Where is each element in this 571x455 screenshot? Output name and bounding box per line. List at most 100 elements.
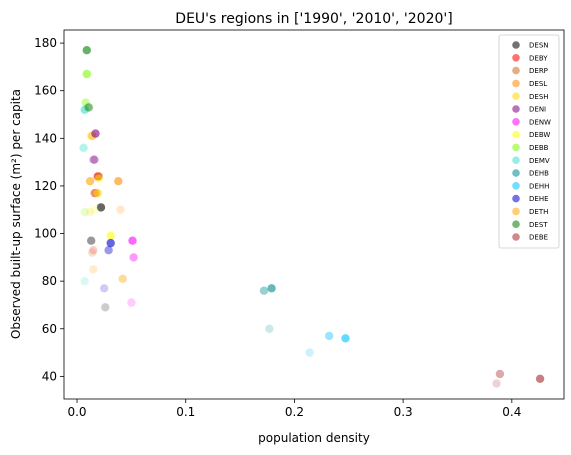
legend-label-derp: DERP bbox=[529, 67, 548, 75]
point-deni-2010 bbox=[90, 155, 99, 164]
legend-label-debb: DEBB bbox=[529, 144, 549, 152]
legend-marker-deth bbox=[512, 207, 520, 216]
point-deni-2020 bbox=[91, 129, 100, 138]
legend-marker-denw bbox=[512, 118, 520, 126]
x-axis-label: population density bbox=[258, 431, 370, 445]
legend-label-desl: DESL bbox=[529, 80, 547, 88]
point-denw-2020 bbox=[128, 236, 137, 245]
point-desn-2020 bbox=[96, 203, 106, 212]
legend-marker-deni bbox=[512, 105, 520, 113]
point-deni-1990 bbox=[89, 155, 98, 164]
point-dehb-1990 bbox=[265, 324, 274, 333]
point-desh-1990 bbox=[85, 207, 95, 217]
legend-label-deby: DEBY bbox=[529, 54, 548, 62]
x-tick-label: 0.3 bbox=[394, 405, 413, 419]
legend-label-debe: DEBE bbox=[529, 234, 548, 242]
x-tick-label: 0.0 bbox=[67, 405, 86, 419]
legend-label-dest: DEST bbox=[529, 221, 548, 229]
y-tick-label: 120 bbox=[34, 179, 57, 193]
axes-frame bbox=[63, 29, 565, 400]
legend-marker-deby bbox=[512, 54, 520, 62]
point-desl-2020 bbox=[114, 177, 123, 186]
point-dest-2020 bbox=[82, 46, 92, 55]
y-axis-label: Observed built-up surface (m²) per capit… bbox=[9, 89, 23, 339]
point-debe-2010 bbox=[495, 369, 505, 379]
legend-marker-debe bbox=[512, 233, 520, 241]
y-tick-label: 100 bbox=[34, 227, 57, 241]
legend-label-dehb: DEHB bbox=[529, 170, 549, 178]
point-debb-2020 bbox=[82, 69, 92, 79]
y-tick-label: 180 bbox=[34, 36, 57, 50]
point-dehb-2020 bbox=[267, 284, 276, 293]
y-tick-label: 80 bbox=[42, 274, 57, 288]
legend-label-deth: DETH bbox=[529, 208, 548, 216]
y-tick-label: 160 bbox=[34, 84, 57, 98]
chart-title: DEU's regions in ['1990', '2010', '2020'… bbox=[175, 11, 452, 27]
point-demv-2010 bbox=[79, 143, 88, 152]
point-debw-2020 bbox=[106, 231, 115, 241]
point-derp-2020 bbox=[94, 172, 104, 181]
point-denw-1990 bbox=[127, 298, 136, 307]
point-dest-1990 bbox=[83, 103, 93, 112]
legend-marker-demv bbox=[512, 156, 520, 164]
point-dehh-2010 bbox=[325, 331, 334, 341]
plot-area bbox=[64, 30, 564, 399]
y-axis-ticks: 40 60 80 100 120 140 160 180 bbox=[34, 36, 64, 383]
point-desl-1990 bbox=[116, 205, 125, 214]
point-debb-2010 bbox=[81, 98, 90, 107]
legend: DESN DEBY DERP DESL DESH DENI DENW DEBW DEBB DEMV… bbox=[498, 34, 560, 249]
legend-label-deni: DENI bbox=[529, 106, 546, 114]
point-dest-2010 bbox=[84, 103, 94, 112]
point-dehe-1990 bbox=[100, 284, 109, 293]
legend-marker-dehb bbox=[512, 169, 520, 177]
legend-label-denw: DENW bbox=[529, 118, 551, 126]
point-desn-2010 bbox=[87, 236, 96, 245]
legend-marker-debb bbox=[512, 143, 520, 152]
point-dehh-2020 bbox=[341, 334, 350, 343]
data-points bbox=[79, 46, 545, 388]
point-derp-1990 bbox=[88, 248, 97, 257]
legend-marker-derp bbox=[512, 66, 520, 75]
legend-marker-dehh bbox=[512, 182, 520, 190]
legend-label-debw: DEBW bbox=[529, 131, 550, 139]
point-debw-2010 bbox=[94, 174, 104, 183]
point-dehe-2020 bbox=[106, 238, 115, 248]
axes-border bbox=[63, 29, 565, 400]
point-dehb-2010 bbox=[259, 286, 269, 295]
point-dehe-2010 bbox=[104, 246, 113, 255]
x-tick-label: 0.2 bbox=[285, 405, 304, 419]
legend-marker-dehe bbox=[512, 194, 520, 203]
point-desh-2020 bbox=[93, 188, 102, 198]
legend-marker-dest bbox=[512, 220, 520, 228]
point-debb-1990 bbox=[80, 207, 89, 217]
point-demv-1990 bbox=[80, 277, 89, 286]
legend-box bbox=[498, 34, 560, 249]
legend-marker-desh bbox=[512, 92, 520, 100]
legend-marker-desl bbox=[512, 79, 520, 88]
point-debe-2020 bbox=[535, 374, 545, 383]
point-demv-2020 bbox=[80, 105, 89, 115]
x-tick-label: 0.4 bbox=[502, 405, 521, 419]
x-axis-ticks: 0.0 0.1 0.2 0.3 0.4 bbox=[67, 399, 521, 419]
legend-marker-debw bbox=[512, 130, 520, 139]
point-deby-1990 bbox=[89, 246, 98, 255]
y-tick-label: 140 bbox=[34, 131, 57, 145]
point-dehh-1990 bbox=[305, 348, 314, 357]
point-debe-1990 bbox=[492, 379, 501, 388]
y-tick-label: 60 bbox=[42, 322, 57, 336]
legend-label-desn: DESN bbox=[529, 42, 549, 50]
point-deth-1990 bbox=[89, 265, 98, 274]
point-denw-2010 bbox=[129, 253, 138, 262]
legend-label-desh: DESH bbox=[529, 93, 549, 101]
point-deth-2010 bbox=[118, 274, 127, 283]
legend-marker-desn bbox=[512, 41, 520, 49]
point-deth-2020 bbox=[85, 177, 95, 186]
point-debw-1990 bbox=[90, 205, 99, 214]
legend-label-dehe: DEHE bbox=[529, 195, 549, 203]
y-tick-label: 40 bbox=[42, 369, 57, 383]
legend-label-dehh: DEHH bbox=[529, 182, 549, 190]
x-tick-label: 0.1 bbox=[176, 405, 195, 419]
legend-label-demv: DEMV bbox=[529, 157, 550, 165]
point-desn-1990 bbox=[101, 303, 110, 312]
